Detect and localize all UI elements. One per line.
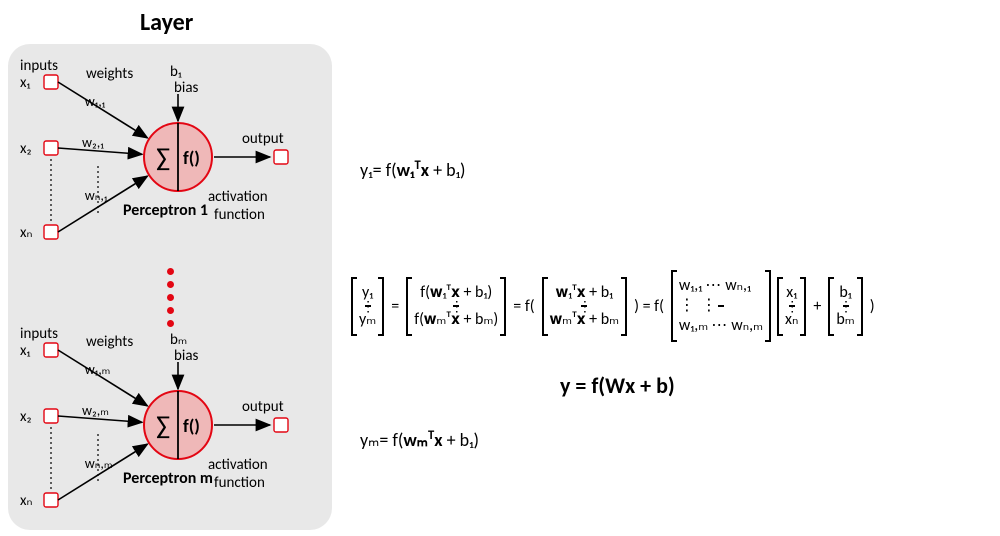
vertical-ellipsis-dots (167, 268, 174, 327)
eq-w: w₁T (397, 159, 421, 181)
matrix-col: f(𝐰₁ᵀ𝐱 + b₁)⋮f(𝐰ₘᵀ𝐱 + bₘ) (406, 279, 506, 334)
red-dot (167, 307, 174, 314)
svg-text:Perceptron 1: Perceptron 1 (123, 201, 208, 220)
matrix-cell: ⋮ (679, 296, 695, 316)
svg-text:w₁,ₘ: w₁,ₘ (85, 361, 111, 378)
svg-text:wₙ,ₘ: wₙ,ₘ (85, 455, 113, 472)
eq-x: x (434, 429, 442, 451)
eq-text: y₁= f( (360, 159, 397, 181)
matrix-cell: bₘ (836, 310, 854, 330)
red-dot (167, 268, 174, 275)
vdots: ⋮ (450, 303, 463, 310)
svg-text:xₙ: xₙ (20, 492, 32, 510)
matrix-cell: w₁,ₘ (679, 316, 708, 336)
perceptron-m: inputsweightsbₘbiasx₁w₁,ₘx₂w₂,ₘxₙwₙ,ₘ∑f(… (8, 320, 332, 528)
weight-matrix: w₁,₁⋯wₙ,₁⋮⋮w₁,ₘ⋯wₙ,ₘ (671, 272, 771, 340)
red-dot (167, 294, 174, 301)
svg-text:f(): f() (183, 147, 200, 169)
svg-text:function: function (214, 474, 265, 492)
red-dot (167, 281, 174, 288)
svg-text:xₙ: xₙ (20, 224, 32, 242)
svg-text:x₂: x₂ (20, 140, 32, 158)
matrix-cell: xₙ (785, 310, 798, 330)
cdots: ⋯ (711, 316, 728, 336)
matrix-cell: yₘ (359, 310, 376, 330)
eq-b: + b₁) (443, 429, 479, 451)
svg-text:w₂,₁: w₂,₁ (82, 134, 104, 151)
svg-text:x₁: x₁ (20, 342, 30, 360)
svg-text:w₂,ₘ: w₂,ₘ (82, 402, 109, 419)
cdots: ⋯ (705, 276, 722, 296)
svg-text:w₁,₁: w₁,₁ (85, 93, 106, 110)
perceptron-1: inputsweightsb₁biasx₁w₁,₁x₂w₂,₁xₙwₙ,₁∑f(… (8, 52, 332, 260)
matrix-col: y₁⋮yₘ (351, 279, 384, 334)
svg-text:x₂: x₂ (20, 408, 32, 426)
matrix-col: b₁⋮bₘ (828, 279, 862, 334)
svg-text:inputs: inputs (20, 57, 58, 75)
svg-text:activation: activation (208, 456, 268, 474)
close-paren: ) = f( (634, 297, 664, 316)
matrix-row: w₁,ₘ⋯wₙ,ₘ (679, 316, 763, 336)
equals: = (391, 297, 399, 316)
close-paren: ) (870, 297, 875, 316)
eq-w: wₘT (403, 429, 434, 451)
matrix-col: 𝐰₁ᵀ𝐱 + b₁⋮𝐰ₘᵀ𝐱 + bₘ (542, 279, 628, 334)
svg-text:inputs: inputs (20, 325, 58, 343)
svg-text:Perceptron m: Perceptron m (123, 469, 213, 488)
matrix-row: w₁,₁⋯wₙ,₁ (679, 276, 763, 296)
final-equation: y = f(Wx + b) (560, 372, 675, 399)
svg-text:output: output (242, 130, 284, 148)
matrix-cell: f(𝐰ₘᵀ𝐱 + bₘ) (414, 310, 498, 330)
matrix-cell: 𝐰ₘᵀ𝐱 + bₘ (550, 310, 620, 330)
svg-text:∑: ∑ (156, 409, 170, 441)
layer-title: Layer (140, 8, 193, 37)
vdots: ⋮ (785, 303, 798, 310)
vdots: ⋮ (578, 303, 591, 310)
matrix-row: ⋮⋮ (679, 296, 763, 316)
svg-text:f(): f() (183, 415, 200, 437)
eq-text: yₘ= f( (360, 429, 403, 451)
equation-y1: y₁= f(w₁Tx + b₁) (360, 158, 466, 181)
red-dot (167, 320, 174, 327)
matrix-equation: y₁⋮yₘ = f(𝐰₁ᵀ𝐱 + b₁)⋮f(𝐰ₘᵀ𝐱 + bₘ) = f( 𝐰₁ᵀ𝐱 … (348, 272, 879, 340)
plus: + (813, 297, 821, 316)
svg-text:function: function (214, 206, 265, 224)
svg-text:∑: ∑ (156, 141, 170, 173)
svg-text:x₁: x₁ (20, 74, 30, 92)
eq-x: x (421, 159, 429, 181)
matrix-cell: wₙ,ₘ (731, 316, 763, 336)
svg-text:wₙ,₁: wₙ,₁ (85, 187, 108, 204)
matrix-cell: ⋮ (701, 296, 717, 316)
svg-text:weights: weights (86, 333, 133, 351)
svg-text:output: output (242, 398, 284, 416)
matrix-cell: wₙ,₁ (725, 276, 751, 296)
equals: = f( (513, 297, 534, 316)
vdots: ⋮ (361, 303, 374, 310)
svg-text:weights: weights (86, 65, 133, 83)
equation-ym: yₘ= f(wₘTx + b₁) (360, 428, 479, 451)
svg-text:activation: activation (208, 188, 268, 206)
matrix-cell: w₁,₁ (679, 276, 702, 296)
vdots: ⋮ (839, 303, 852, 310)
eq-b: + b₁) (429, 159, 465, 181)
matrix-col: x₁⋮xₙ (777, 279, 806, 334)
